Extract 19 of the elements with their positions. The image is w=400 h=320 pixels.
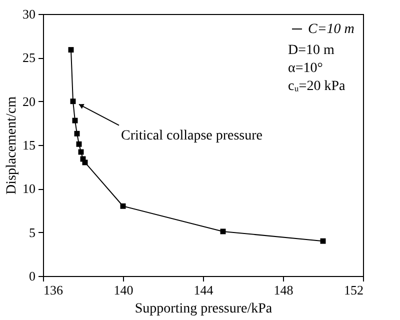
- legend-label: C=10 m: [308, 22, 354, 37]
- y-tick-label: 10: [22, 181, 36, 196]
- annotation: D=10 m: [288, 43, 335, 58]
- y-tick-label: 15: [22, 138, 36, 152]
- x-axis-title: Supporting pressure/kPa: [134, 302, 273, 316]
- y-tick-label: 0: [29, 268, 36, 284]
- x-tick-label: 144: [194, 282, 214, 298]
- y-axis-title: Displacement/cm: [4, 96, 20, 194]
- y-tick-label: 30: [22, 6, 36, 22]
- y-tick-label: 25: [22, 50, 36, 66]
- x-tick-label: 148: [274, 282, 294, 298]
- y-tick-label: 20: [22, 94, 36, 109]
- x-tick-label: 136: [44, 282, 64, 298]
- y-tick-label: 5: [29, 224, 36, 240]
- annotation: α=10°: [288, 61, 323, 76]
- annotation: Critical collapse pressure: [121, 128, 263, 144]
- x-tick-label: 140: [114, 282, 134, 298]
- annotation: cᵤ=20 kPa: [288, 79, 346, 94]
- x-tick-label: 152: [344, 282, 364, 298]
